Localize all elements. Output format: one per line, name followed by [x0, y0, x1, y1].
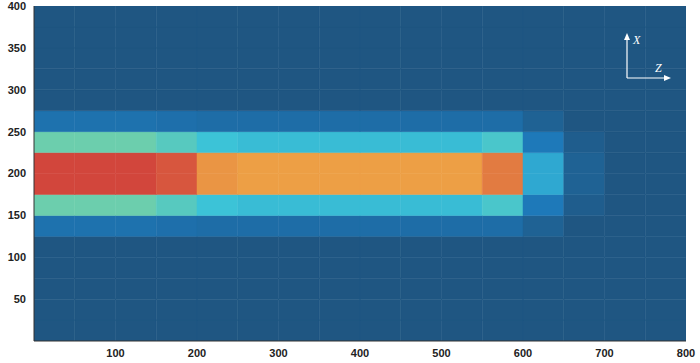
- svg-text:100: 100: [106, 347, 124, 359]
- svg-text:250: 250: [8, 126, 26, 138]
- svg-text:350: 350: [8, 42, 26, 54]
- svg-text:500: 500: [432, 347, 450, 359]
- svg-text:300: 300: [269, 347, 287, 359]
- svg-text:Z: Z: [655, 61, 662, 75]
- svg-text:200: 200: [8, 167, 26, 179]
- svg-text:X: X: [632, 33, 641, 47]
- svg-text:400: 400: [351, 347, 369, 359]
- svg-text:700: 700: [595, 347, 613, 359]
- svg-text:100: 100: [8, 251, 26, 263]
- svg-text:200: 200: [188, 347, 206, 359]
- svg-text:300: 300: [8, 84, 26, 96]
- svg-text:50: 50: [14, 293, 26, 305]
- svg-text:400: 400: [8, 0, 26, 12]
- svg-text:600: 600: [514, 347, 532, 359]
- svg-text:800: 800: [677, 347, 695, 359]
- svg-text:150: 150: [8, 209, 26, 221]
